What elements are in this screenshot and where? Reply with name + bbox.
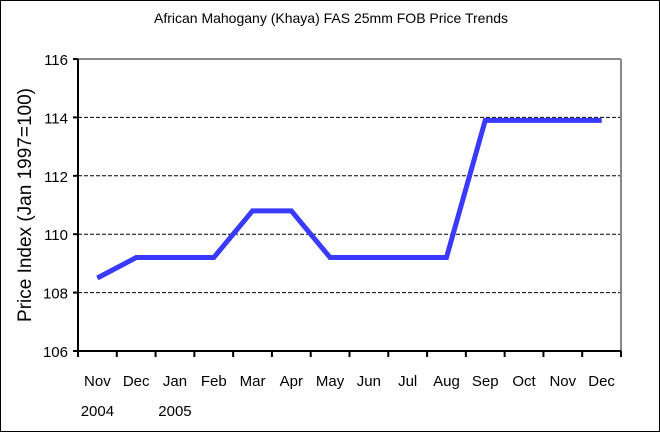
data-point xyxy=(368,257,370,259)
x-tick-label: Feb xyxy=(201,373,227,390)
data-point xyxy=(407,257,409,259)
data-point xyxy=(523,119,525,121)
series-line xyxy=(96,117,602,281)
data-point xyxy=(601,119,603,121)
x-tick-label: Oct xyxy=(512,373,536,390)
x-tick-label: Dec xyxy=(123,373,150,390)
x-tick-label: Sep xyxy=(472,373,499,390)
data-point xyxy=(445,257,447,259)
x-tick-label: May xyxy=(316,373,345,390)
data-point xyxy=(290,210,292,212)
data-point xyxy=(484,119,486,121)
data-point xyxy=(96,277,98,279)
x-tick-label: Mar xyxy=(240,373,266,390)
chart-title: African Mahogany (Khaya) FAS 25mm FOB Pr… xyxy=(154,10,508,26)
x-tick-label: Nov xyxy=(84,373,111,390)
x-tick-label: Apr xyxy=(280,373,303,390)
data-point xyxy=(562,119,564,121)
y-tick-label: 108 xyxy=(43,286,68,303)
data-point xyxy=(213,257,215,259)
x-tick-label: Dec xyxy=(588,373,615,390)
data-point xyxy=(252,210,254,212)
data-point xyxy=(329,257,331,259)
y-tick-label: 112 xyxy=(44,169,68,186)
year-label: 2005 xyxy=(158,403,191,420)
x-tick-label: Jan xyxy=(163,373,187,390)
year-label: 2004 xyxy=(81,403,114,420)
x-tick-label: Jul xyxy=(398,373,417,390)
y-axis-label: Price Index (Jan 1997=100) xyxy=(15,88,36,322)
x-tick-label: Jun xyxy=(357,373,381,390)
data-point xyxy=(174,257,176,259)
y-tick-label: 114 xyxy=(44,110,68,127)
data-point xyxy=(135,257,137,259)
x-tick-label: Aug xyxy=(433,373,460,390)
x-tick-label: Nov xyxy=(549,373,576,390)
y-tick-label: 116 xyxy=(44,52,68,69)
y-tick-label: 106 xyxy=(43,344,68,361)
y-tick-label: 110 xyxy=(44,227,68,244)
